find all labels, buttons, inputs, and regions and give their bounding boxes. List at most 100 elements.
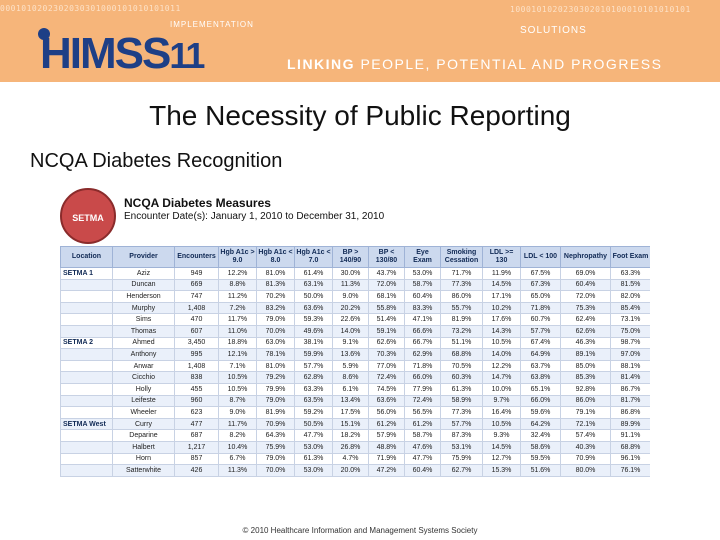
value-cell: 71.7%	[440, 267, 483, 280]
table-row: Cicchio 838 10.5% 79.2% 62.8% 8.6% 72.4% 66.0% 6…	[60, 371, 650, 384]
value-cell: 68.8%	[610, 440, 650, 454]
value-cell: 59.2%	[294, 406, 333, 419]
value-cell: 66.0%	[520, 394, 561, 408]
value-cell: 72.0%	[368, 278, 405, 292]
column-header: Provider	[112, 246, 175, 268]
location-cell	[60, 452, 113, 466]
value-cell: 13.6%	[332, 348, 369, 361]
value-cell: 73.1%	[610, 313, 650, 326]
value-cell: 68.1%	[368, 290, 405, 303]
value-cell: 60.7%	[520, 313, 561, 326]
binary-pattern-right: 1000101020230302010100010101010101	[510, 5, 691, 14]
header-banner: 0001010202302030301000101010101011 10001…	[0, 0, 720, 82]
location-cell: SETMA 1	[60, 267, 113, 280]
value-cell: 70.5%	[440, 359, 483, 373]
value-cell: 65.0%	[520, 290, 561, 303]
implementation-label: IMPLEMENTATION	[170, 20, 254, 29]
value-cell: 64.9%	[520, 348, 561, 361]
column-header: BP < 130/80	[368, 246, 405, 268]
value-cell: 8.2%	[218, 429, 257, 442]
value-cell: 81.5%	[610, 278, 650, 292]
value-cell: 61.2%	[404, 417, 441, 431]
value-cell: 995	[174, 348, 219, 361]
value-cell: 9.0%	[218, 406, 257, 419]
value-cell: 58.9%	[440, 394, 483, 408]
location-cell	[60, 429, 113, 442]
value-cell: 72.1%	[560, 417, 611, 431]
location-cell	[60, 290, 113, 303]
report-title: NCQA Diabetes Measures	[124, 196, 271, 210]
value-cell: 48.8%	[368, 440, 405, 454]
value-cell: 62.4%	[560, 313, 611, 326]
value-cell: 50.0%	[294, 290, 333, 303]
location-cell: SETMA 2	[60, 336, 113, 350]
value-cell: 70.3%	[368, 348, 405, 361]
value-cell: 607	[174, 324, 219, 338]
provider-cell: Holly	[112, 382, 175, 396]
value-cell: 89.1%	[560, 348, 611, 361]
value-cell: 857	[174, 452, 219, 466]
value-cell: 87.3%	[440, 429, 483, 442]
value-cell: 79.1%	[560, 406, 611, 419]
value-cell: 58.7%	[404, 429, 441, 442]
value-cell: 71.8%	[520, 301, 561, 315]
value-cell: 9.1%	[332, 336, 369, 350]
value-cell: 72.4%	[368, 371, 405, 384]
table-row: Thomas 607 11.0% 70.0% 49.6% 14.0% 59.1% 66.6% 7…	[60, 324, 650, 338]
value-cell: 69.0%	[560, 267, 611, 280]
value-cell: 63.3%	[294, 382, 333, 396]
value-cell: 51.1%	[440, 336, 483, 350]
value-cell: 60.4%	[560, 278, 611, 292]
value-cell: 51.6%	[520, 464, 561, 477]
value-cell: 12.2%	[218, 267, 257, 280]
provider-cell: Henderson	[112, 290, 175, 303]
value-cell: 70.9%	[256, 417, 295, 431]
value-cell: 17.1%	[482, 290, 521, 303]
value-cell: 86.0%	[440, 290, 483, 303]
provider-cell: Horn	[112, 452, 175, 466]
column-header: Hgb A1c < 8.0	[256, 246, 295, 268]
value-cell: 14.0%	[482, 348, 521, 361]
value-cell: 81.9%	[256, 406, 295, 419]
report-date-range: Encounter Date(s): January 1, 2010 to De…	[124, 211, 385, 222]
value-cell: 77.9%	[404, 382, 441, 396]
value-cell: 53.0%	[294, 440, 333, 454]
location-cell	[60, 464, 113, 477]
column-header: BP > 140/90	[332, 246, 369, 268]
value-cell: 71.8%	[404, 359, 441, 373]
table-row: Leifeste 960 8.7% 79.0% 63.5% 13.4% 63.6% 72.4%…	[60, 394, 650, 408]
value-cell: 74.5%	[368, 382, 405, 396]
value-cell: 960	[174, 394, 219, 408]
value-cell: 59.3%	[294, 313, 333, 326]
value-cell: 61.4%	[294, 267, 333, 280]
location-cell	[60, 348, 113, 361]
value-cell: 73.2%	[440, 324, 483, 338]
provider-cell: Duncan	[112, 278, 175, 292]
copyright-footer: © 2010 Healthcare Information and Manage…	[242, 526, 478, 535]
value-cell: 62.6%	[560, 324, 611, 338]
value-cell: 62.6%	[368, 336, 405, 350]
table-row: Sims 470 11.7% 79.0% 59.3% 22.6% 51.4% 47.1% 81.…	[60, 313, 650, 326]
value-cell: 3,450	[174, 336, 219, 350]
provider-cell: Aziz	[112, 267, 175, 280]
value-cell: 4.7%	[332, 452, 369, 466]
column-header: Nephropathy	[560, 246, 611, 268]
value-cell: 9.0%	[332, 290, 369, 303]
value-cell: 22.6%	[332, 313, 369, 326]
value-cell: 8.6%	[332, 371, 369, 384]
value-cell: 11.0%	[218, 324, 257, 338]
value-cell: 15.1%	[332, 417, 369, 431]
value-cell: 47.7%	[404, 452, 441, 466]
provider-cell: Wheeler	[112, 406, 175, 419]
value-cell: 59.9%	[294, 348, 333, 361]
himss-logo: HIMSS11	[40, 32, 205, 78]
value-cell: 88.1%	[610, 359, 650, 373]
table-row: SETMA 1 Aziz 949 12.2% 81.0% 61.4% 30.0% 43.7% 5…	[60, 267, 650, 280]
value-cell: 78.1%	[256, 348, 295, 361]
value-cell: 67.3%	[520, 278, 561, 292]
value-cell: 96.1%	[610, 452, 650, 466]
value-cell: 86.8%	[610, 406, 650, 419]
value-cell: 16.4%	[482, 406, 521, 419]
value-cell: 59.1%	[368, 324, 405, 338]
value-cell: 76.1%	[610, 464, 650, 477]
